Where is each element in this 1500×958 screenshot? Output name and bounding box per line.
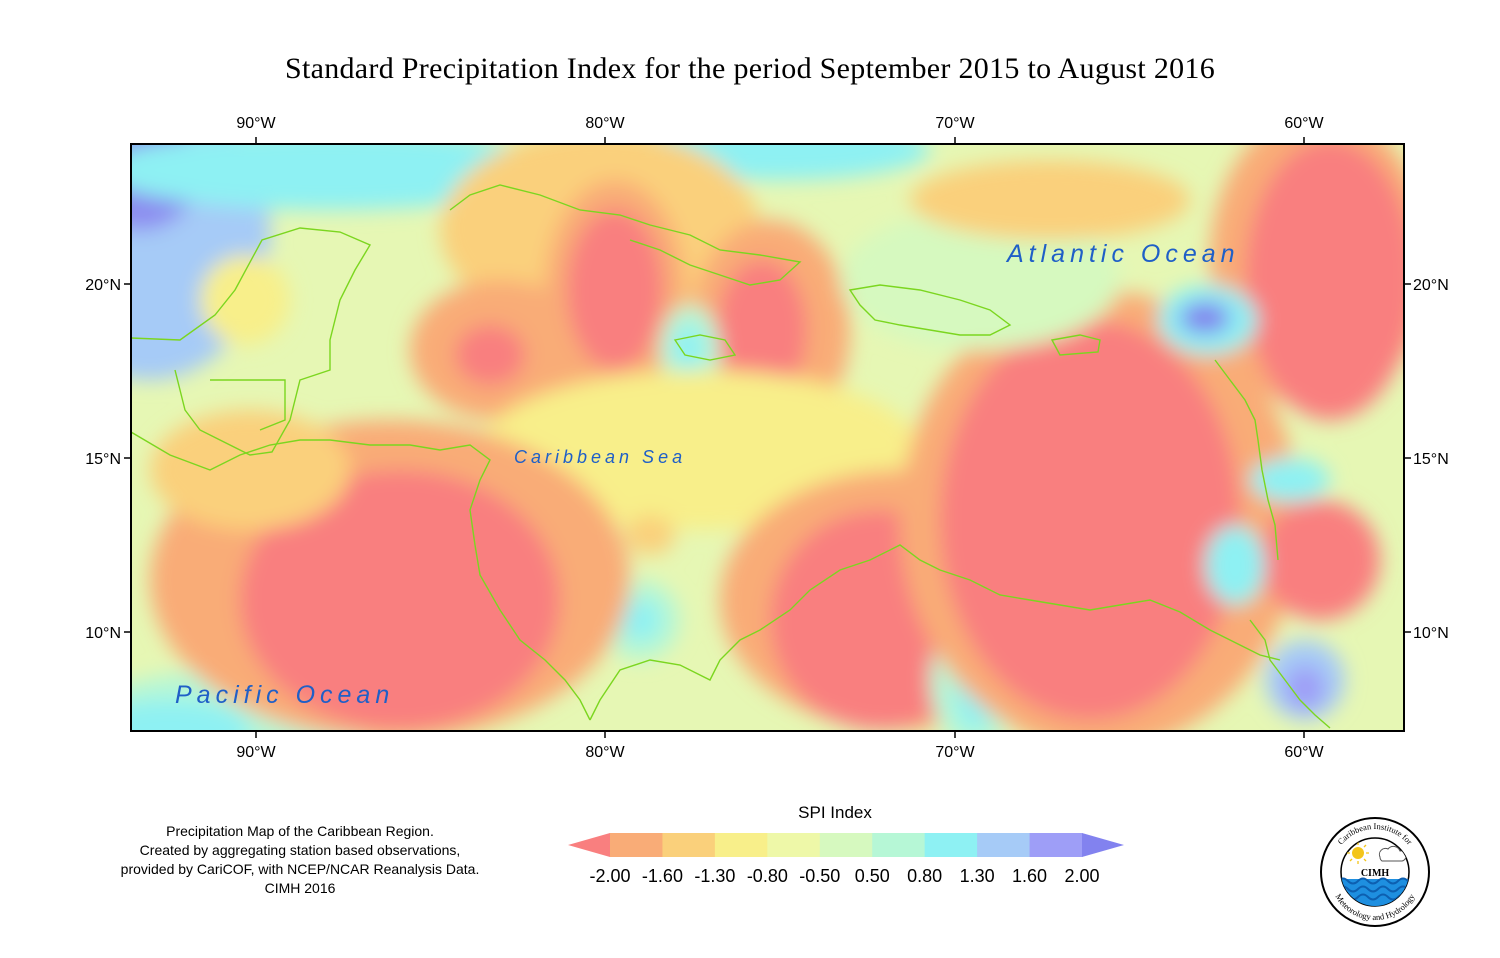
- bottom-tick-label: 70°W: [935, 744, 975, 761]
- right-tick-label: 15°N: [1413, 451, 1449, 468]
- legend-tick-label: -2.00: [589, 866, 631, 886]
- legend-tick-label: 1.30: [959, 866, 995, 886]
- note-line: provided by CariCOF, with NCEP/NCAR Rean…: [120, 861, 480, 877]
- map-frame: [130, 143, 1405, 732]
- legend-tick-label: 2.00: [1064, 866, 1100, 886]
- legend-swatch: [1029, 833, 1083, 857]
- legend-swatch: [767, 833, 821, 857]
- legend-swatch: [714, 833, 768, 857]
- left-tick-label: 10°N: [85, 625, 121, 642]
- right-tick-label: 20°N: [1413, 277, 1449, 294]
- top-tick-label: 80°W: [585, 115, 625, 132]
- top-axis-labels: 90°W 80°W 70°W 60°W: [236, 115, 1324, 132]
- legend-swatch: [662, 833, 716, 857]
- caribbean-label: Caribbean Sea: [514, 447, 686, 467]
- legend-arrow-high: [1082, 833, 1124, 857]
- left-tick-label: 15°N: [85, 451, 121, 468]
- spi-field: Atlantic Ocean Caribbean Sea Pacific Oce…: [131, 144, 1404, 731]
- wave-icon: [1341, 877, 1409, 885]
- bottom-axis-labels: 90°W 80°W 70°W 60°W: [236, 744, 1324, 761]
- legend-tick-label: -1.30: [694, 866, 736, 886]
- legend-tick-label: -0.50: [799, 866, 841, 886]
- legend-tick-label: 0.50: [854, 866, 890, 886]
- note-line: Precipitation Map of the Caribbean Regio…: [166, 823, 434, 839]
- left-axis-labels: 20°N 15°N 10°N: [85, 277, 121, 642]
- bottom-tick-label: 60°W: [1284, 744, 1324, 761]
- coastlines: [131, 184, 1331, 729]
- right-axis-labels: 20°N 15°N 10°N: [1413, 277, 1449, 642]
- legend-tick-label: 1.60: [1012, 866, 1048, 886]
- top-tick-label: 60°W: [1284, 115, 1324, 132]
- logo-center-text: CIMH: [1361, 868, 1390, 879]
- cloud-icon: [1378, 845, 1407, 862]
- sun-icon: [1352, 847, 1364, 859]
- tick-marks: [124, 137, 1411, 738]
- top-tick-label: 70°W: [935, 115, 975, 132]
- right-tick-label: 10°N: [1413, 625, 1449, 642]
- pacific-label: Pacific Ocean: [175, 681, 394, 709]
- atlantic-label: Atlantic Ocean: [1005, 240, 1240, 268]
- cimh-logo: Caribbean Institute for Meteorology and …: [1320, 817, 1430, 927]
- legend-swatch: [872, 833, 926, 857]
- legend-swatch: [924, 833, 978, 857]
- legend-swatch: [610, 833, 663, 857]
- map-title: Standard Precipitation Index for the per…: [284, 52, 1216, 85]
- legend-arrow-low: [568, 833, 610, 857]
- bottom-tick-label: 90°W: [236, 744, 276, 761]
- left-tick-label: 20°N: [85, 277, 121, 294]
- legend-tick-label: -0.80: [746, 866, 788, 886]
- note-line: CIMH 2016: [264, 880, 336, 896]
- top-tick-label: 90°W: [236, 115, 276, 132]
- note-line: Created by aggregating station based obs…: [139, 842, 461, 858]
- legend-tick-label: -1.60: [641, 866, 683, 886]
- bottom-tick-label: 80°W: [585, 744, 625, 761]
- map-notes: Precipitation Map of the Caribbean Regio…: [80, 822, 520, 898]
- legend-swatch: [977, 833, 1031, 857]
- legend-tick-label: 0.80: [907, 866, 943, 886]
- legend-title: SPI Index: [798, 803, 872, 822]
- legend-colorbar: [568, 833, 1124, 857]
- legend-swatch: [819, 833, 873, 857]
